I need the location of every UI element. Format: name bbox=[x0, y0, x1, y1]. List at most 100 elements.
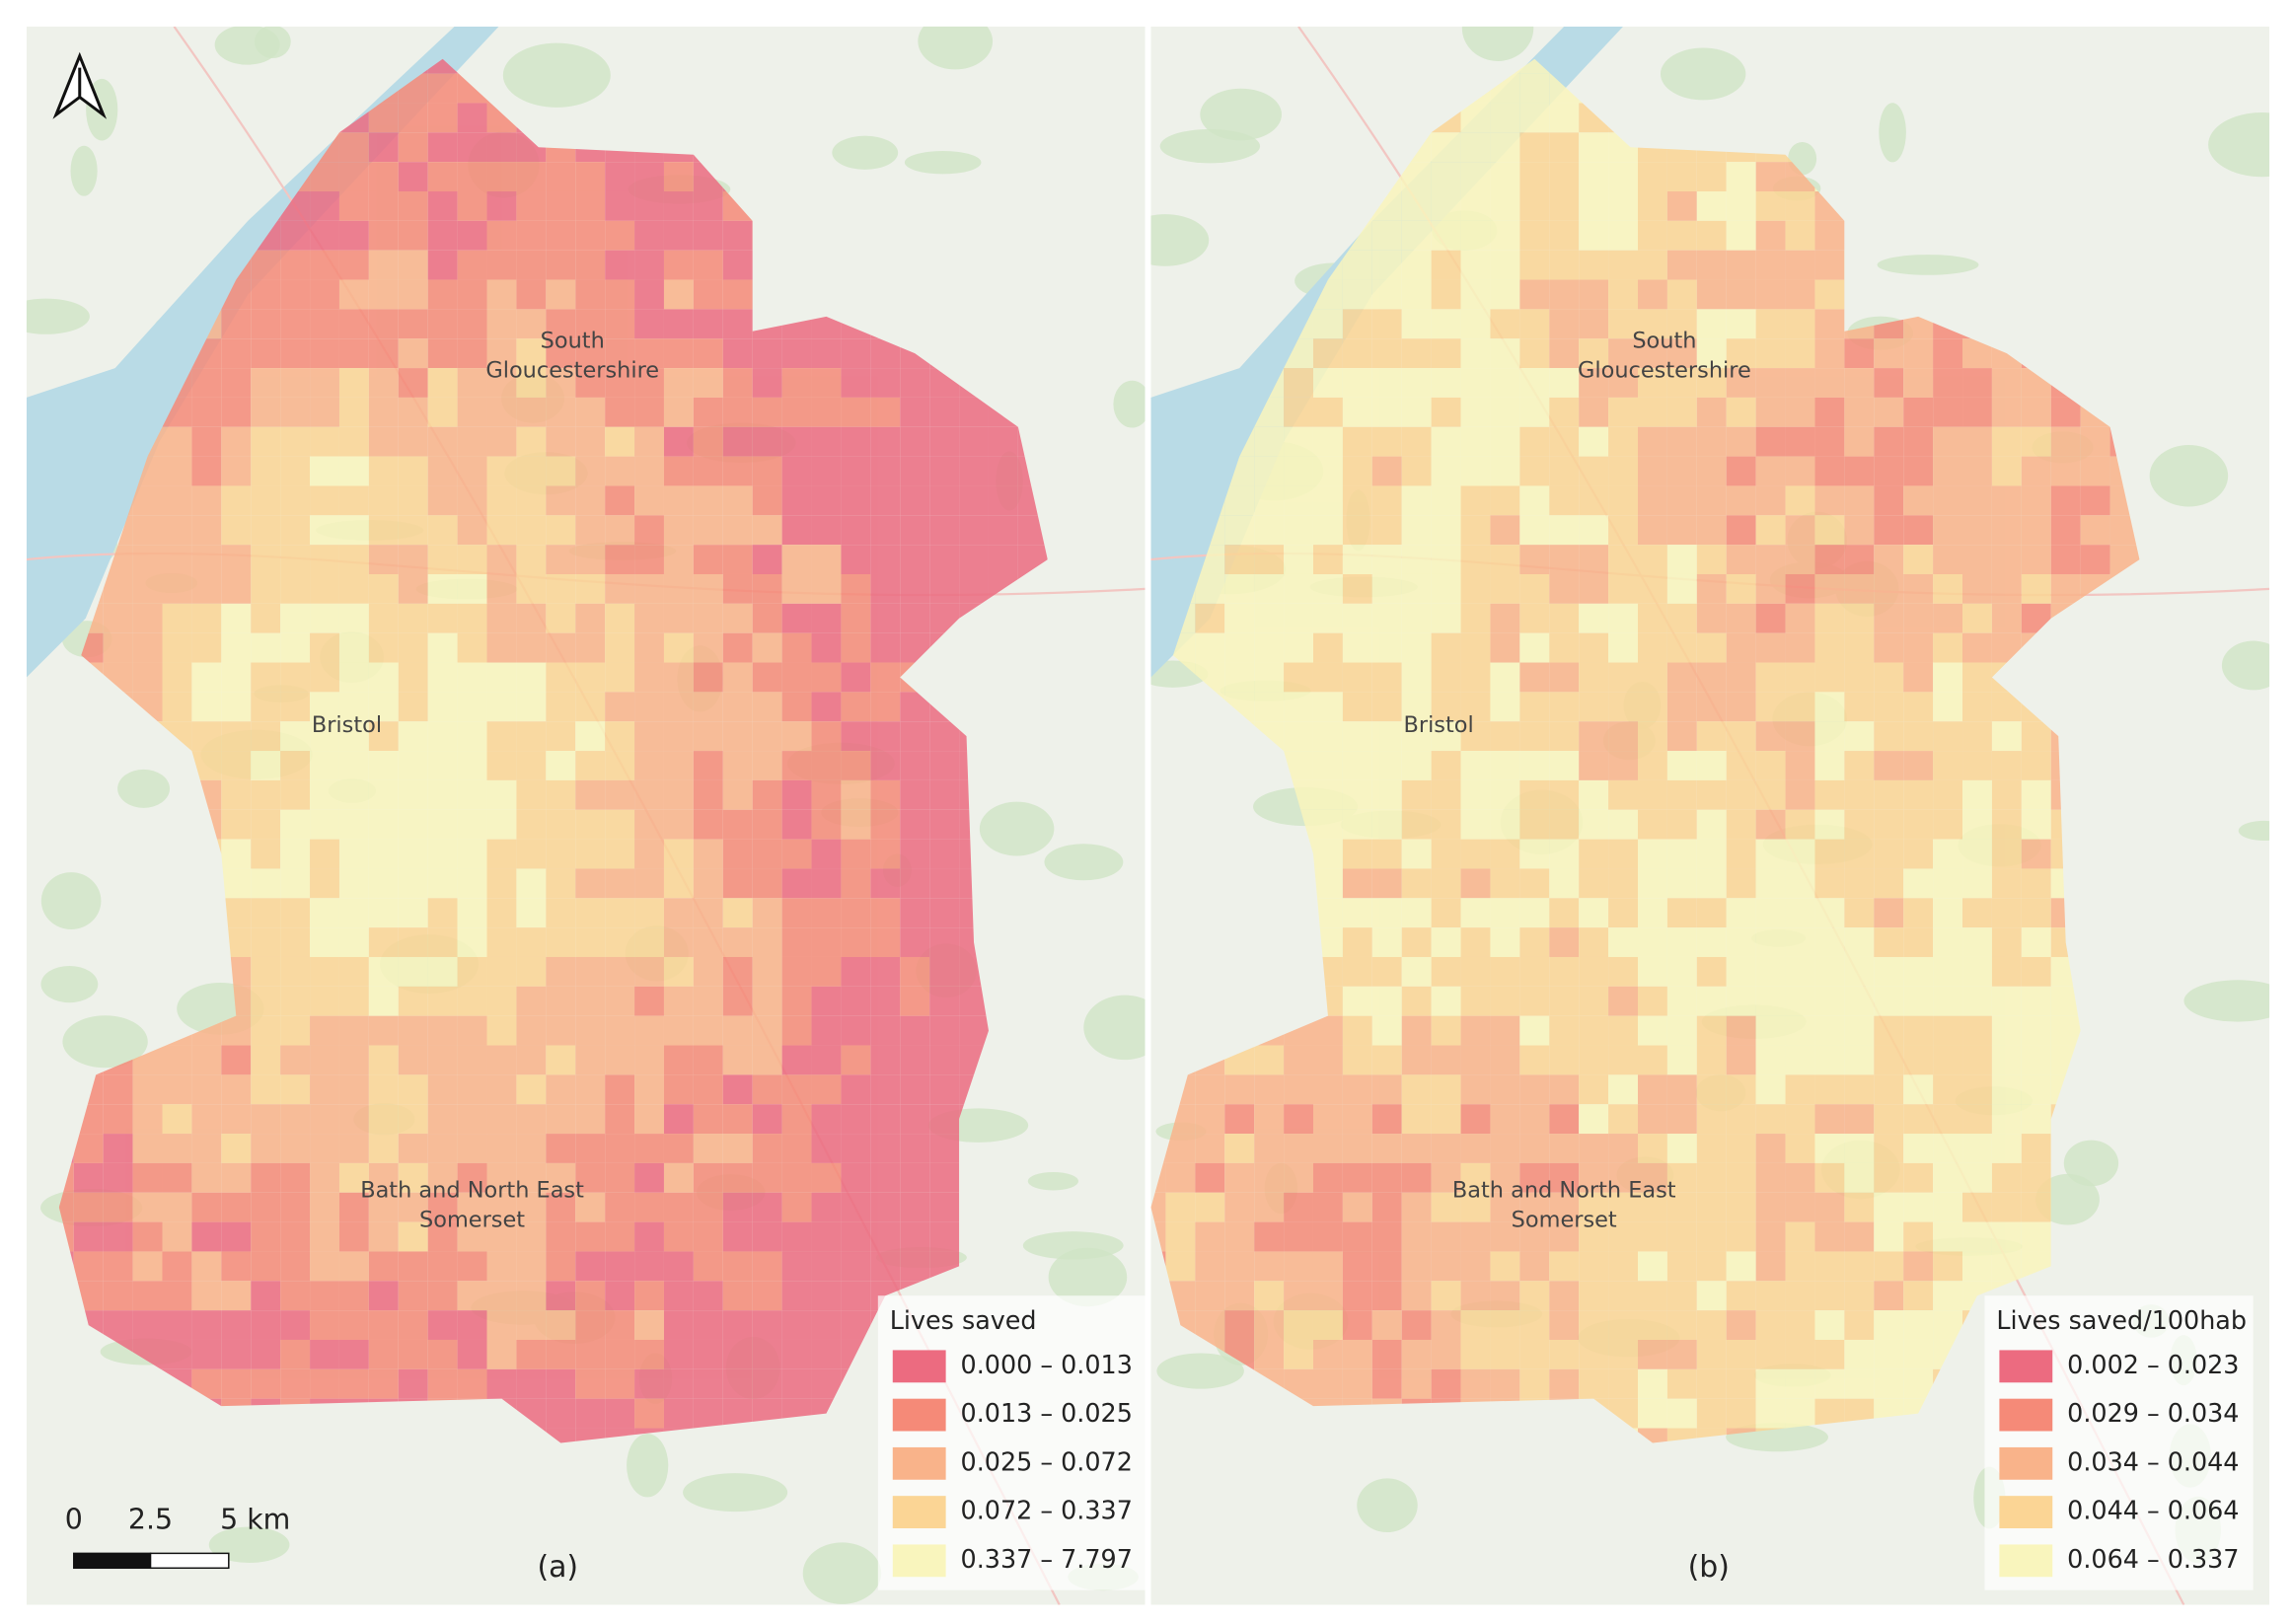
grid-cell bbox=[811, 1045, 842, 1075]
grid-cell bbox=[1284, 1162, 1313, 1193]
grid-cell bbox=[1195, 603, 1225, 633]
grid-cell bbox=[870, 1162, 901, 1193]
grid-cell bbox=[1785, 632, 1815, 663]
grid-cell bbox=[546, 1015, 576, 1046]
grid-cell bbox=[1608, 279, 1638, 310]
grid-cell bbox=[338, 603, 369, 633]
grid-cell bbox=[310, 190, 339, 221]
grid-cell bbox=[1490, 485, 1520, 516]
woodland bbox=[117, 769, 171, 808]
grid-cell bbox=[1638, 250, 1667, 280]
grid-cell bbox=[693, 1221, 723, 1252]
grid-cell bbox=[1519, 898, 1550, 928]
grid-cell bbox=[516, 839, 547, 869]
grid-cell bbox=[1814, 1045, 1845, 1075]
grid-cell bbox=[516, 779, 547, 810]
grid-cell bbox=[1933, 1162, 1963, 1193]
grid-cell bbox=[693, 721, 723, 752]
grid-cell bbox=[1549, 190, 1580, 221]
grid-cell bbox=[1431, 1162, 1461, 1193]
grid-cell bbox=[811, 1074, 842, 1105]
grid-cell bbox=[368, 1162, 399, 1193]
grid-cell bbox=[280, 1368, 311, 1399]
grid-cell bbox=[1844, 1015, 1875, 1046]
legend-title: Lives saved bbox=[890, 1305, 1037, 1335]
grid-cell bbox=[1903, 662, 1934, 693]
grid-cell bbox=[781, 721, 812, 752]
grid-cell bbox=[1874, 1310, 1904, 1340]
grid-cell bbox=[1933, 986, 1963, 1016]
grid-cell bbox=[1933, 456, 1963, 486]
grid-cell bbox=[457, 1281, 487, 1311]
grid-cell bbox=[781, 1251, 812, 1282]
grid-cell bbox=[1608, 190, 1638, 221]
grid-cell bbox=[546, 426, 576, 457]
grid-cell bbox=[752, 1015, 782, 1046]
grid-cell bbox=[663, 485, 694, 516]
grid-cell bbox=[1726, 603, 1756, 633]
grid-cell bbox=[1490, 751, 1520, 780]
grid-cell bbox=[1490, 1045, 1520, 1075]
legend-swatch bbox=[1999, 1446, 2053, 1480]
grid-cell bbox=[546, 809, 576, 840]
grid-cell bbox=[251, 1045, 281, 1075]
grid-cell bbox=[1991, 485, 2022, 516]
grid-cell bbox=[1401, 927, 1432, 957]
grid-cell bbox=[457, 1192, 487, 1222]
grid-cell bbox=[1874, 1015, 1904, 1046]
grid-cell bbox=[1638, 485, 1667, 516]
grid-cell bbox=[693, 485, 723, 516]
grid-cell bbox=[870, 1015, 901, 1046]
grid-cell bbox=[900, 956, 930, 987]
grid-cell bbox=[663, 692, 694, 722]
grid-cell bbox=[634, 898, 664, 928]
grid-cell bbox=[1903, 1368, 1934, 1399]
grid-cell bbox=[221, 485, 252, 516]
grid-cell bbox=[310, 573, 339, 604]
grid-cell bbox=[398, 1310, 428, 1340]
grid-cell bbox=[663, 1281, 694, 1311]
grid-cell bbox=[1401, 956, 1432, 987]
grid-cell bbox=[1579, 986, 1609, 1016]
grid-cell bbox=[1755, 1192, 1786, 1222]
grid-cell bbox=[1224, 1192, 1255, 1222]
grid-cell bbox=[693, 1192, 723, 1222]
grid-cell bbox=[280, 1192, 311, 1222]
grid-cell bbox=[663, 1192, 694, 1222]
grid-cell bbox=[575, 1134, 606, 1163]
grid-cell bbox=[1224, 603, 1255, 633]
grid-cell bbox=[1844, 692, 1875, 722]
grid-cell bbox=[1608, 721, 1638, 752]
grid-cell bbox=[1874, 898, 1904, 928]
grid-cell bbox=[1490, 809, 1520, 840]
grid-cell bbox=[457, 632, 487, 663]
grid-cell bbox=[1755, 1162, 1786, 1193]
grid-cell bbox=[338, 573, 369, 604]
grid-cell bbox=[1608, 368, 1638, 398]
grid-cell bbox=[959, 1015, 989, 1046]
grid-cell bbox=[781, 1134, 812, 1163]
grid-cell bbox=[870, 956, 901, 987]
grid-cell bbox=[310, 545, 339, 574]
grid-cell bbox=[1579, 868, 1609, 899]
grid-cell bbox=[1814, 545, 1845, 574]
grid-cell bbox=[634, 721, 664, 752]
grid-cell bbox=[1844, 779, 1875, 810]
grid-cell bbox=[546, 839, 576, 869]
grid-cell bbox=[1579, 279, 1609, 310]
grid-cell bbox=[1284, 1310, 1313, 1340]
grid-cell bbox=[575, 1045, 606, 1075]
grid-cell bbox=[1549, 1281, 1580, 1311]
grid-cell bbox=[427, 1162, 458, 1193]
grid-cell bbox=[1696, 1339, 1727, 1369]
grid-cell bbox=[2080, 545, 2110, 574]
grid-cell bbox=[103, 632, 133, 663]
grid-cell bbox=[457, 368, 487, 398]
woodland bbox=[627, 1434, 669, 1498]
grid-cell bbox=[1962, 1104, 1992, 1135]
grid-cell bbox=[1284, 721, 1313, 752]
grid-cell bbox=[486, 721, 517, 752]
grid-cell bbox=[1431, 545, 1461, 574]
grid-cell bbox=[722, 1015, 753, 1046]
grid-cell bbox=[546, 1221, 576, 1252]
